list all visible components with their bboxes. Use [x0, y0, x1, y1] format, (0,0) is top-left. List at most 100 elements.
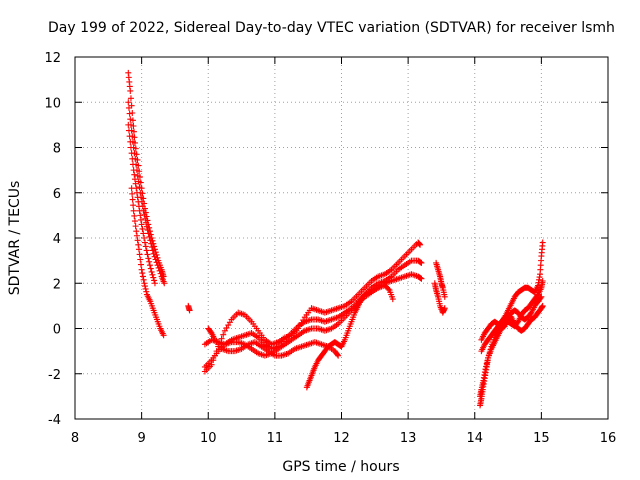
y-tick-label: 12: [44, 51, 61, 66]
data-point: [143, 247, 150, 254]
data-point: [144, 251, 151, 258]
data-point: [137, 212, 144, 219]
data-point: [441, 293, 448, 300]
data-point: [147, 237, 154, 244]
data-point: [139, 225, 146, 232]
data-point: [147, 265, 154, 272]
data-point: [149, 247, 156, 254]
data-point: [539, 302, 546, 309]
series-track-12: [433, 259, 448, 300]
data-point: [143, 219, 150, 226]
data-point: [483, 360, 490, 367]
data-point: [129, 196, 136, 203]
data-point: [127, 138, 134, 145]
chart-title: Day 199 of 2022, Sidereal Day-to-day VTE…: [48, 20, 615, 36]
data-point: [133, 228, 140, 235]
data-point: [134, 194, 141, 201]
data-point: [141, 283, 148, 290]
data-point: [335, 352, 342, 359]
data-point: [141, 211, 148, 218]
data-point: [131, 176, 138, 183]
data-point: [128, 150, 135, 157]
data-point: [127, 87, 134, 94]
data-point: [132, 180, 139, 187]
data-point: [128, 185, 135, 192]
y-tick-label: 0: [53, 323, 61, 338]
data-point: [135, 203, 142, 210]
series-track-5: [185, 302, 193, 314]
x-tick-label: 15: [533, 431, 550, 446]
data-point: [151, 277, 158, 284]
data-point: [142, 285, 149, 292]
data-point: [148, 268, 155, 275]
data-point: [146, 262, 153, 269]
data-point: [136, 184, 143, 191]
data-point: [220, 331, 227, 338]
y-tick-label: -4: [48, 413, 61, 428]
data-point: [154, 262, 161, 269]
series-track-10: [303, 282, 396, 391]
data-point: [148, 244, 155, 251]
data-point: [140, 230, 147, 237]
data-point: [125, 121, 132, 128]
y-tick-label: 2: [53, 277, 61, 292]
series-track-16: [478, 293, 545, 343]
data-point: [125, 104, 132, 111]
data-point: [142, 215, 149, 222]
data-point: [417, 241, 424, 248]
x-tick-label: 14: [466, 431, 483, 446]
data-point: [136, 207, 143, 214]
data-point: [148, 240, 155, 247]
y-tick-label: 10: [44, 96, 61, 111]
data-point: [538, 293, 545, 300]
data-point: [127, 116, 134, 123]
data-point: [143, 223, 150, 230]
data-point: [537, 294, 544, 301]
data-point: [138, 221, 145, 228]
x-tick-label: 11: [267, 431, 284, 446]
data-point: [482, 366, 489, 373]
data-point: [153, 259, 160, 266]
data-point: [539, 239, 546, 246]
data-point: [141, 235, 148, 241]
data-point: [127, 144, 134, 151]
data-point: [160, 332, 167, 339]
y-axis-label: SDTVAR / TECUs: [7, 181, 23, 296]
data-point: [139, 273, 146, 280]
data-point: [151, 253, 158, 260]
axis-ticks: [74, 56, 609, 420]
data-point: [139, 270, 146, 277]
data-point: [149, 271, 156, 278]
data-point: [130, 202, 137, 209]
data-point: [141, 239, 148, 246]
data-point: [137, 216, 144, 223]
data-point: [152, 256, 159, 263]
data-point: [133, 232, 140, 239]
series-track-2: [125, 99, 168, 287]
data-point: [133, 189, 140, 196]
data-point: [151, 280, 158, 287]
data-point: [132, 223, 139, 230]
data-point: [417, 259, 424, 266]
x-tick-label: 10: [200, 431, 217, 446]
data-point: [129, 155, 136, 162]
data-point: [418, 275, 425, 282]
data-point: [441, 305, 448, 312]
data-point: [129, 190, 136, 197]
series-track-4: [128, 185, 167, 339]
y-tick-label: 8: [53, 142, 61, 157]
data-point: [418, 259, 425, 266]
data-point: [129, 117, 136, 124]
data-point: [483, 363, 490, 370]
data-point: [134, 237, 141, 244]
data-point: [146, 233, 153, 240]
data-point: [417, 275, 424, 282]
data-point: [137, 261, 144, 268]
data-point: [138, 266, 145, 273]
y-tick-label: 4: [53, 232, 61, 247]
x-tick-label: 12: [333, 431, 350, 446]
data-point: [146, 258, 153, 265]
data-point: [150, 274, 157, 281]
data-point: [186, 307, 193, 314]
